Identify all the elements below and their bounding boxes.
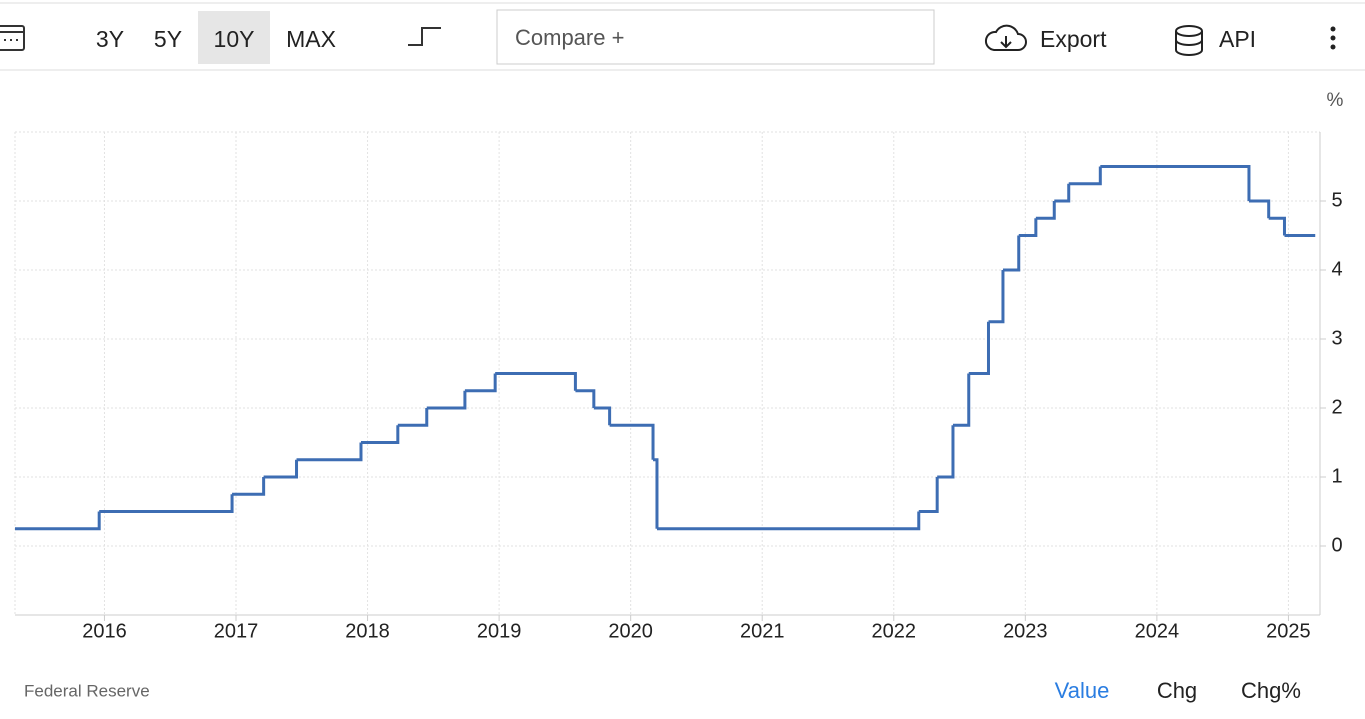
line-step bbox=[296, 442, 363, 462]
x-tick-label: 2025 bbox=[1266, 620, 1311, 642]
x-tick-label: 2016 bbox=[82, 620, 127, 642]
range-selected-bg bbox=[198, 11, 270, 64]
line-step bbox=[15, 511, 101, 531]
view-tab[interactable]: Chg bbox=[1157, 678, 1197, 703]
line-step bbox=[653, 458, 659, 529]
x-tick-label: 2019 bbox=[477, 620, 522, 642]
line-step bbox=[575, 389, 596, 408]
line-step bbox=[656, 511, 921, 531]
line-step bbox=[464, 373, 497, 393]
line-step bbox=[609, 423, 655, 460]
x-tick-label: 2021 bbox=[740, 620, 785, 642]
more-menu[interactable] bbox=[1330, 26, 1336, 50]
line-step bbox=[968, 321, 990, 375]
y-tick-label: 0 bbox=[1331, 534, 1342, 556]
range-button[interactable]: 5Y bbox=[154, 26, 182, 52]
view-tab[interactable]: Value bbox=[1055, 678, 1110, 703]
line-step bbox=[1100, 165, 1251, 201]
compare-input[interactable] bbox=[496, 9, 935, 65]
line-step bbox=[360, 425, 400, 444]
y-tick-label: 3 bbox=[1331, 327, 1342, 349]
compare-placeholder: Compare + bbox=[515, 25, 624, 50]
line-step bbox=[1035, 201, 1056, 220]
export-button[interactable]: Export bbox=[1040, 26, 1107, 52]
x-tick-label: 2020 bbox=[608, 620, 653, 642]
line-step bbox=[952, 373, 971, 427]
line-step bbox=[918, 477, 939, 513]
calendar-icon[interactable] bbox=[0, 25, 25, 51]
x-tick-label: 2017 bbox=[214, 620, 259, 642]
line-step bbox=[232, 477, 266, 496]
line-step bbox=[397, 408, 429, 427]
plot-area: 0 1 2 3 4 5 2016 2017 2018 2019 2020 2021 2022 2023 20… bbox=[14, 131, 1343, 642]
x-tick-label: 2022 bbox=[872, 620, 917, 642]
line-step bbox=[263, 459, 299, 479]
line-step bbox=[1054, 183, 1071, 203]
api-icon[interactable] bbox=[1175, 25, 1203, 56]
unit-label: % bbox=[1327, 90, 1344, 111]
line-step bbox=[1248, 199, 1271, 219]
chart-style-icon[interactable] bbox=[408, 27, 441, 46]
source-label: Federal Reserve bbox=[24, 681, 150, 700]
y-tick-label: 2 bbox=[1331, 396, 1342, 418]
api-button[interactable]: API bbox=[1219, 26, 1256, 52]
line-step bbox=[1018, 218, 1038, 237]
line-step bbox=[426, 390, 467, 410]
x-tick-label: 2023 bbox=[1003, 620, 1048, 642]
line-step bbox=[937, 425, 955, 479]
x-tick-label: 2018 bbox=[345, 620, 390, 642]
line-step bbox=[1268, 216, 1286, 236]
range-button[interactable]: MAX bbox=[286, 26, 336, 52]
range-button[interactable]: 3Y bbox=[96, 26, 124, 52]
y-tick-label: 1 bbox=[1331, 465, 1342, 487]
y-tick-label: 4 bbox=[1331, 258, 1342, 280]
line-step bbox=[988, 270, 1005, 324]
line-step bbox=[593, 406, 612, 426]
view-tab[interactable]: Chg% bbox=[1241, 678, 1301, 703]
line-step bbox=[495, 372, 577, 391]
range-button[interactable]: 10Y bbox=[214, 26, 255, 52]
line-step bbox=[1002, 235, 1021, 272]
y-tick-label: 5 bbox=[1331, 189, 1342, 211]
line-step bbox=[99, 494, 234, 513]
x-tick-label: 2024 bbox=[1135, 620, 1180, 642]
line-step bbox=[1068, 166, 1102, 186]
export-icon[interactable] bbox=[985, 24, 1027, 51]
